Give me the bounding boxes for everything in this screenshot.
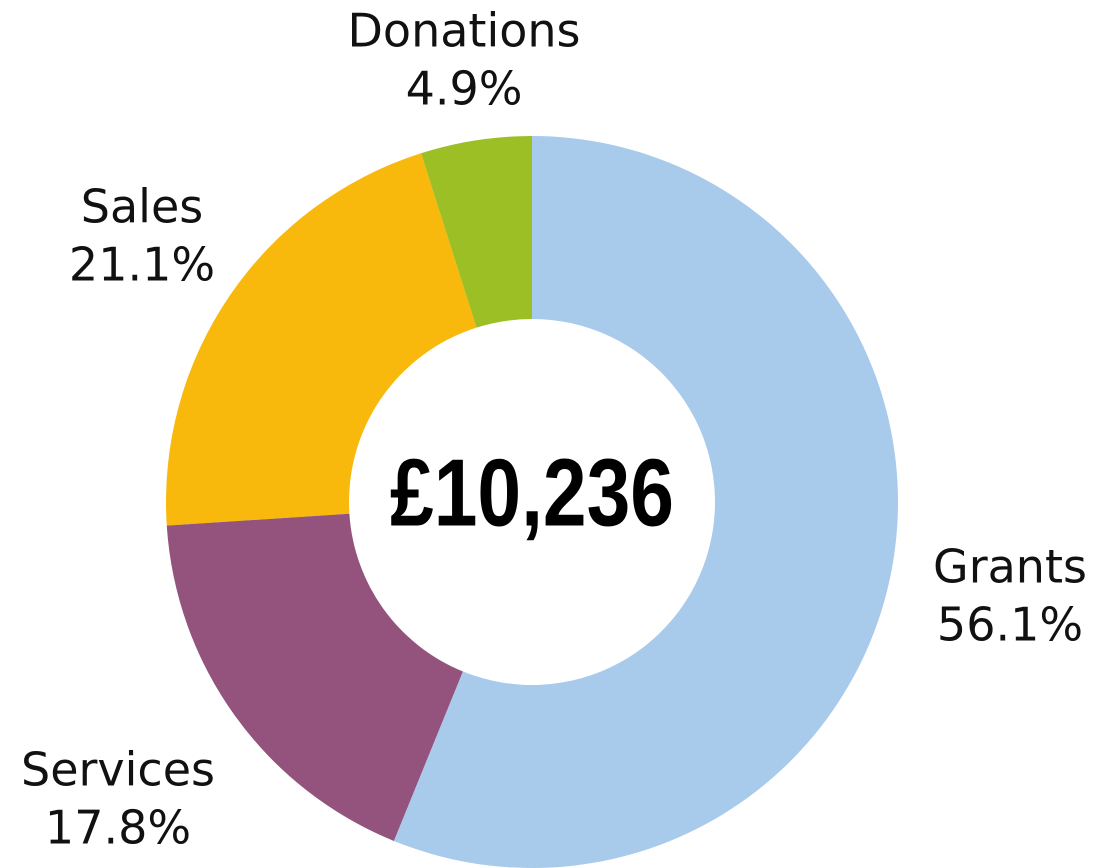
segment-value-label: 4.9% (406, 62, 523, 116)
segment-value-label: 21.1% (69, 238, 215, 292)
donut-segment (166, 153, 477, 526)
segment-value-label: 56.1% (937, 598, 1083, 652)
segment-label: Donations (348, 4, 581, 58)
segment-label: Sales (81, 180, 203, 234)
segment-label: Grants (933, 540, 1087, 594)
segment-label: Services (21, 743, 215, 797)
donut-segment (420, 136, 532, 328)
center-total: £10,236 (390, 439, 674, 546)
donut-segment (166, 513, 463, 841)
segment-value-label: 17.8% (45, 801, 191, 855)
donut-segment (393, 136, 898, 868)
